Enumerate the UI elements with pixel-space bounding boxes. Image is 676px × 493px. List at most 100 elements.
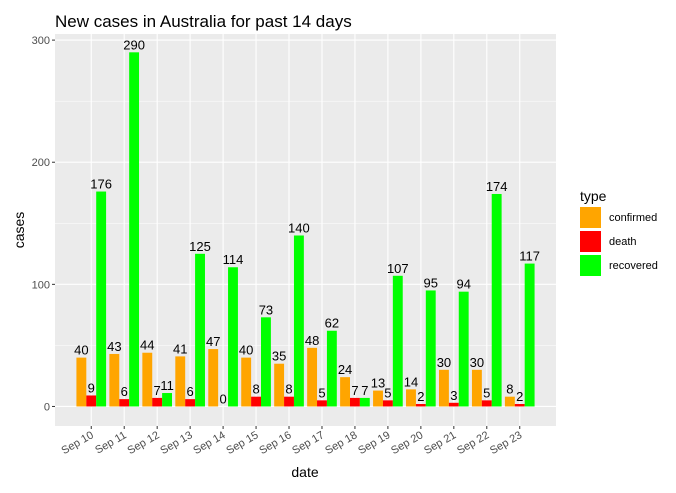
bar-recovered bbox=[359, 397, 370, 407]
data-label-recovered: 73 bbox=[259, 302, 273, 317]
y-tick-label: 100 bbox=[32, 279, 50, 291]
data-label-death: 2 bbox=[417, 389, 424, 404]
x-tick-label: Sep 17 bbox=[290, 429, 326, 457]
bar-confirmed bbox=[241, 357, 252, 407]
data-label-recovered: 95 bbox=[424, 275, 438, 290]
legend-label-death: death bbox=[609, 236, 637, 248]
x-tick-label: Sep 15 bbox=[224, 429, 260, 457]
data-label-death: 8 bbox=[252, 382, 259, 397]
data-label-confirmed: 40 bbox=[239, 343, 253, 358]
bar-death bbox=[185, 399, 196, 407]
bar-recovered bbox=[261, 317, 271, 407]
data-label-death: 5 bbox=[318, 385, 325, 400]
legend-label-confirmed: confirmed bbox=[609, 212, 657, 224]
x-tick-label: Sep 19 bbox=[356, 429, 392, 457]
bar-recovered bbox=[458, 291, 469, 407]
chart-title: New cases in Australia for past 14 days bbox=[55, 12, 352, 31]
data-label-death: 5 bbox=[384, 385, 391, 400]
bar-recovered bbox=[392, 275, 403, 407]
bar-death bbox=[514, 404, 525, 407]
data-label-death: 7 bbox=[154, 383, 161, 398]
bar-confirmed bbox=[175, 356, 186, 407]
data-label-confirmed: 35 bbox=[272, 349, 286, 364]
legend-key-recovered bbox=[580, 255, 601, 276]
bar-recovered bbox=[195, 253, 205, 407]
data-label-recovered: 114 bbox=[223, 252, 244, 267]
x-tick-label: Sep 22 bbox=[455, 429, 491, 457]
data-label-recovered: 117 bbox=[519, 249, 540, 264]
bar-confirmed bbox=[142, 352, 153, 407]
data-label-confirmed: 43 bbox=[107, 339, 121, 354]
bar-recovered bbox=[96, 191, 107, 407]
y-axis: 0 100 200 300 bbox=[32, 35, 55, 413]
data-label-confirmed: 30 bbox=[470, 355, 484, 370]
y-tick-label: 200 bbox=[32, 157, 50, 169]
legend-label-recovered: recovered bbox=[609, 260, 658, 272]
x-tick-label: Sep 18 bbox=[323, 429, 359, 457]
data-label-recovered: 107 bbox=[387, 261, 409, 276]
y-tick-label: 300 bbox=[32, 35, 50, 47]
bar-death bbox=[317, 400, 327, 407]
data-label-death: 6 bbox=[187, 384, 194, 399]
bar-death bbox=[152, 397, 163, 407]
data-label-death: 9 bbox=[88, 380, 95, 395]
data-label-death: 3 bbox=[450, 388, 457, 403]
legend-title: type bbox=[580, 188, 607, 204]
bar-confirmed bbox=[208, 349, 219, 407]
x-tick-label: Sep 20 bbox=[389, 429, 425, 457]
x-tick-label: Sep 13 bbox=[158, 429, 194, 457]
legend-key-death bbox=[580, 231, 601, 252]
bar-confirmed bbox=[307, 347, 318, 407]
x-tick-label: Sep 14 bbox=[191, 429, 227, 457]
data-label-recovered: 125 bbox=[189, 239, 211, 254]
bar-recovered bbox=[162, 393, 173, 407]
data-label-confirmed: 48 bbox=[305, 333, 319, 348]
data-label-confirmed: 13 bbox=[371, 376, 385, 391]
bar-confirmed bbox=[76, 357, 87, 407]
bar-death bbox=[415, 404, 426, 407]
bar-recovered bbox=[293, 235, 304, 407]
x-tick-label: Sep 11 bbox=[93, 429, 128, 456]
y-tick-label: 0 bbox=[44, 401, 50, 413]
x-axis-title: date bbox=[291, 464, 318, 480]
data-label-confirmed: 47 bbox=[206, 334, 220, 349]
bar-death bbox=[119, 399, 130, 407]
data-label-confirmed: 40 bbox=[74, 343, 88, 358]
x-tick-label: Sep 21 bbox=[422, 429, 458, 457]
legend-key-confirmed bbox=[580, 207, 601, 228]
bar-death bbox=[382, 400, 393, 407]
data-label-confirmed: 41 bbox=[173, 341, 187, 356]
bar-confirmed bbox=[406, 389, 416, 407]
data-label-recovered: 176 bbox=[90, 177, 112, 192]
x-tick-label: Sep 16 bbox=[257, 429, 293, 457]
bar-confirmed bbox=[340, 377, 350, 407]
data-label-recovered: 94 bbox=[456, 277, 470, 292]
bar-confirmed bbox=[109, 353, 120, 407]
data-label-death: 5 bbox=[483, 385, 490, 400]
data-label-death: 6 bbox=[121, 384, 128, 399]
bar-recovered bbox=[491, 193, 502, 407]
x-tick-label: Sep 10 bbox=[60, 429, 96, 457]
bar-recovered bbox=[326, 330, 337, 407]
legend: type confirmed death recovered bbox=[580, 188, 658, 276]
bar-recovered bbox=[425, 290, 436, 407]
bar-death bbox=[284, 396, 294, 407]
data-label-recovered: 290 bbox=[123, 37, 145, 52]
x-tick-label: Sep 12 bbox=[125, 429, 161, 457]
data-label-recovered: 174 bbox=[486, 179, 508, 194]
data-label-death: 7 bbox=[351, 383, 358, 398]
bar-death bbox=[481, 400, 492, 407]
bar-death bbox=[86, 395, 97, 407]
bar-confirmed bbox=[438, 369, 449, 407]
data-label-death: 8 bbox=[285, 382, 292, 397]
data-label-recovered: 62 bbox=[325, 316, 339, 331]
data-label-confirmed: 30 bbox=[437, 355, 451, 370]
bar-recovered bbox=[524, 263, 535, 407]
data-label-confirmed: 8 bbox=[506, 382, 513, 397]
data-label-recovered: 140 bbox=[288, 220, 310, 235]
data-label-confirmed: 24 bbox=[338, 362, 352, 377]
bars bbox=[76, 52, 535, 407]
